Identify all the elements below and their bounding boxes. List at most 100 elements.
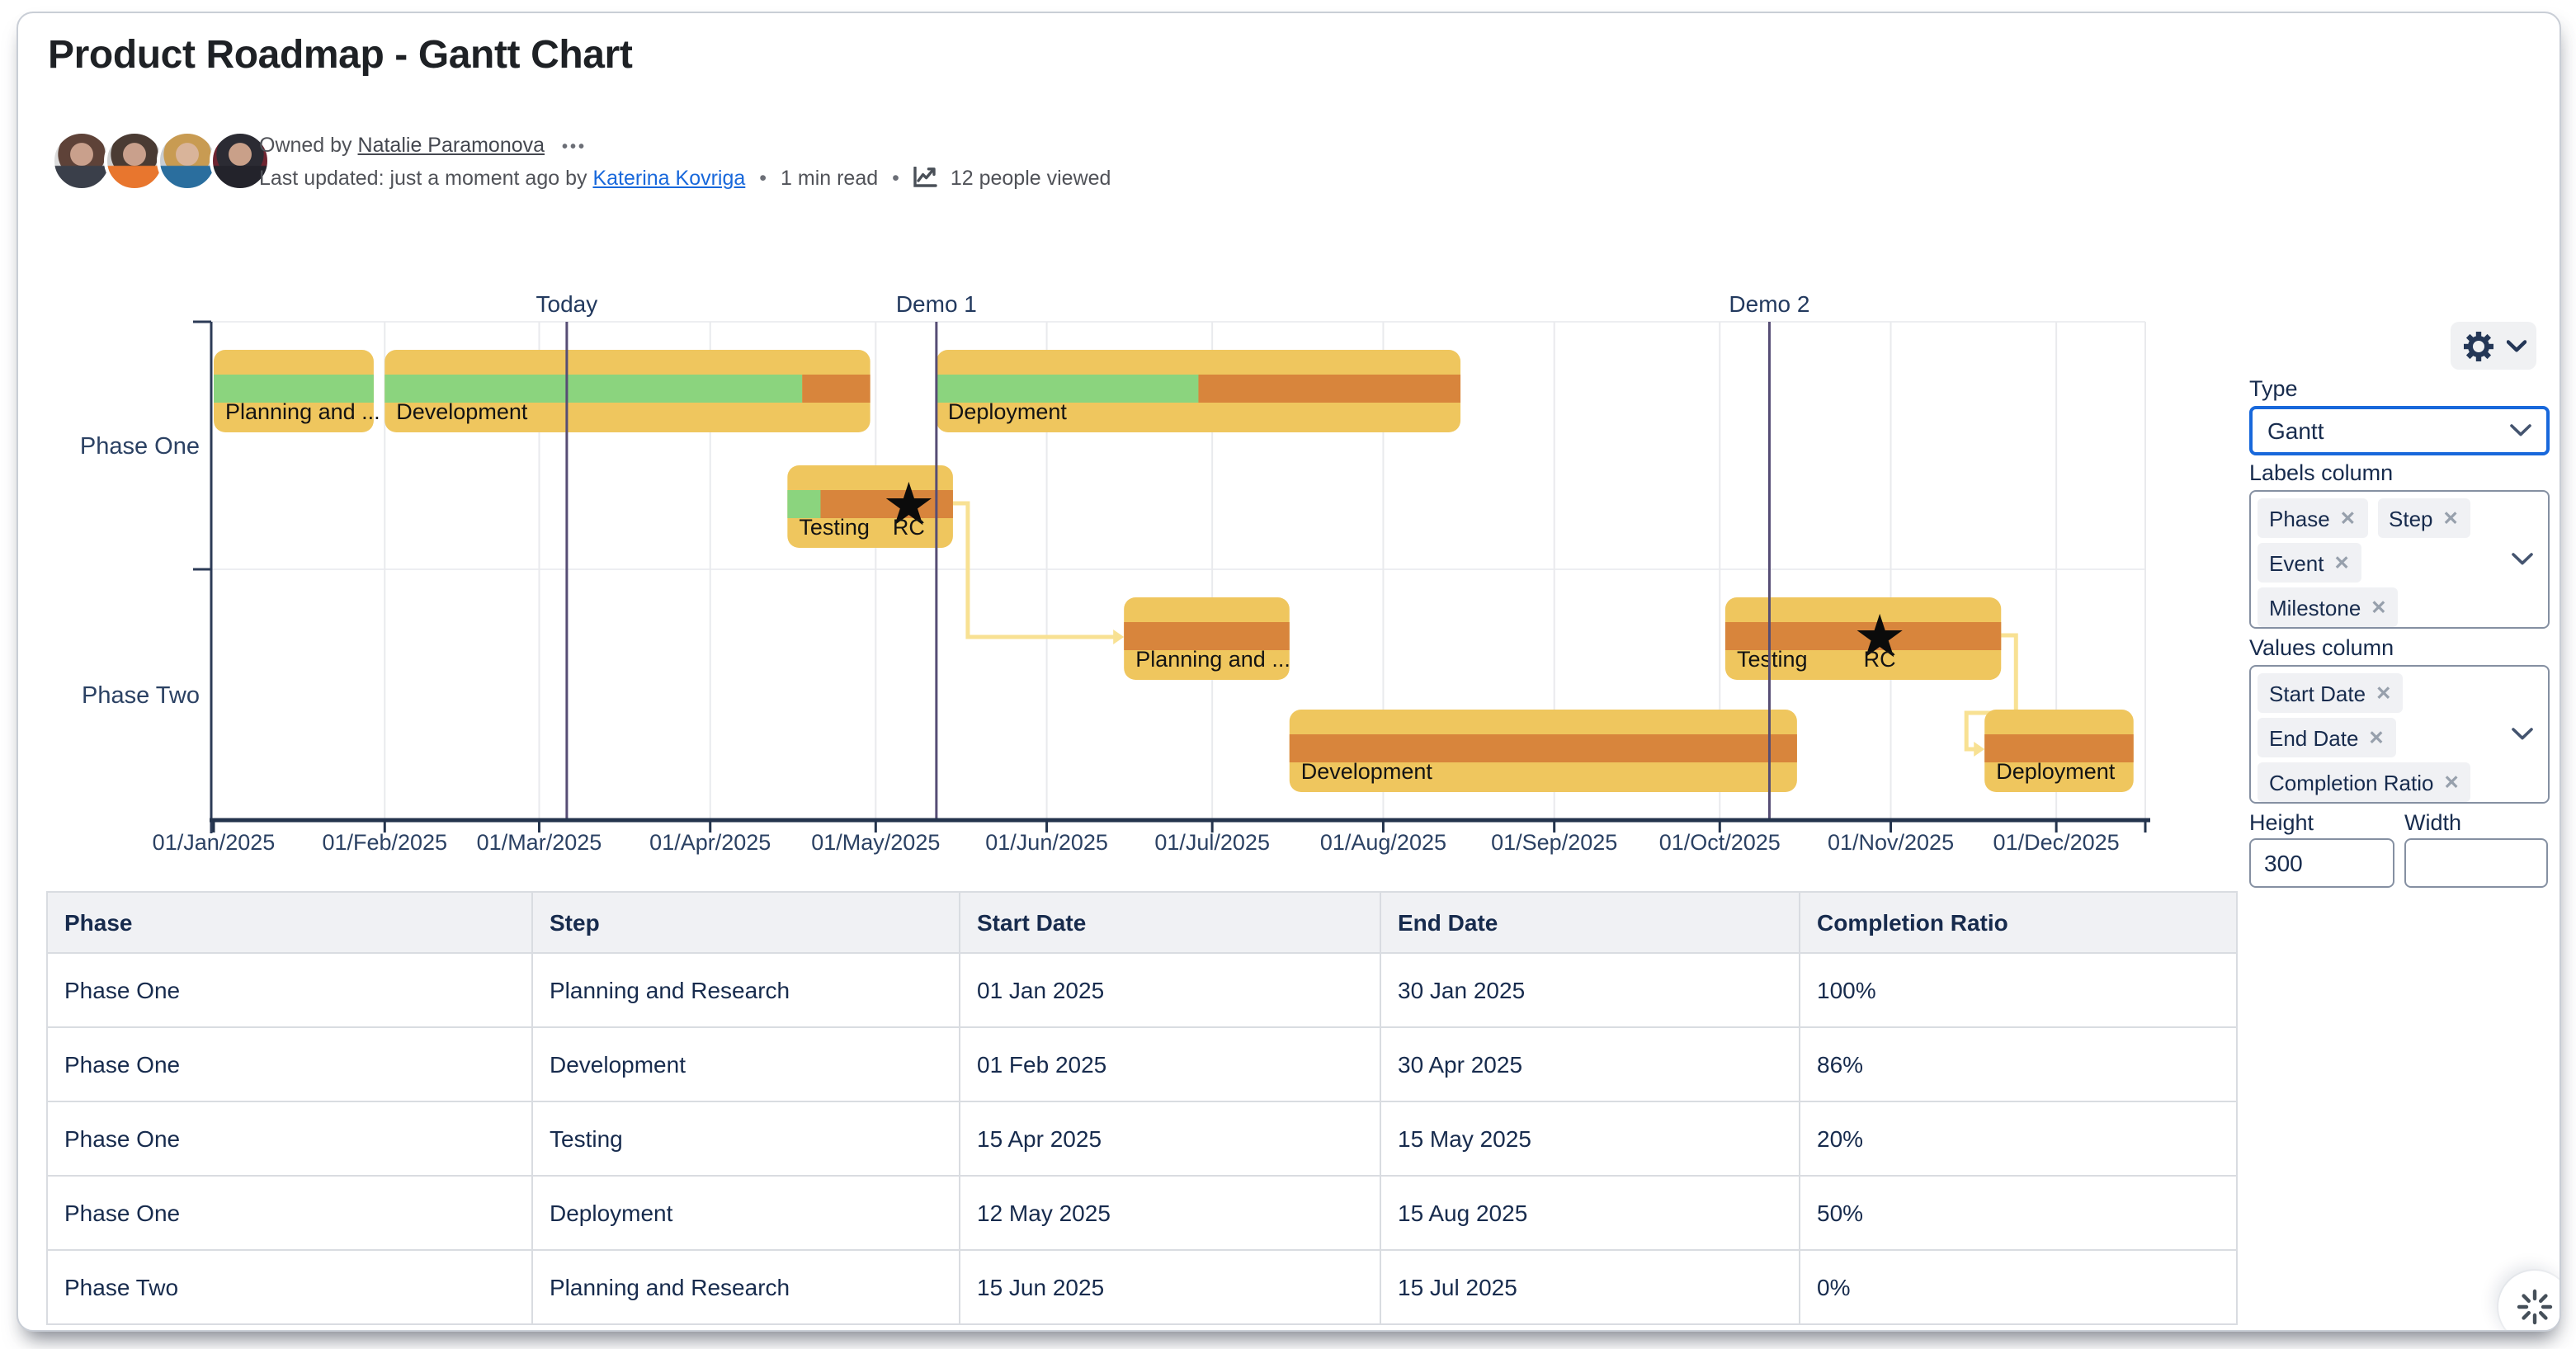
labels-column-label: Labels column xyxy=(2249,460,2394,485)
event-label: Demo 2 xyxy=(1729,291,1809,317)
table-row: Phase Two Planning and Research 15 Jun 202… xyxy=(46,1249,2238,1325)
tag-label: Completion Ratio xyxy=(2269,770,2434,795)
connector-arrowhead-icon xyxy=(1113,630,1125,644)
table-header-cell: Step xyxy=(531,891,960,954)
remove-tag-icon[interactable]: ✕ xyxy=(2443,774,2460,794)
values-column-label: Values column xyxy=(2249,635,2394,660)
gantt-bar-development[interactable]: Development xyxy=(1289,710,1797,792)
gantt-bar-planning-and-research[interactable]: Planning and ... xyxy=(1124,597,1290,680)
x-axis-label: 01/Jul/2025 xyxy=(1154,830,1270,855)
x-axis-label: 01/Nov/2025 xyxy=(1828,830,1954,855)
connector-arrowhead-icon xyxy=(1974,742,1985,757)
table-header-cell: Start Date xyxy=(959,891,1381,954)
table-cell: 15 Jul 2025 xyxy=(1380,1249,1800,1325)
dependency-connector xyxy=(952,501,1115,639)
tag-label: Event xyxy=(2269,550,2324,575)
bar-label: Testing xyxy=(799,515,870,540)
x-axis-label: 01/Aug/2025 xyxy=(1320,830,1446,855)
bar-label: Deployment xyxy=(1996,759,2116,784)
people-viewed[interactable]: 12 people viewed xyxy=(950,167,1111,190)
x-axis-label: 01/Oct/2025 xyxy=(1659,830,1781,855)
remove-tag-icon[interactable]: ✕ xyxy=(2375,685,2392,705)
labels-column-select[interactable]: Phase ✕ Step ✕ Event ✕ Milestone ✕ xyxy=(2249,490,2550,629)
type-label: Type xyxy=(2249,376,2298,401)
updater-link[interactable]: Katerina Kovriga xyxy=(592,167,746,190)
avatar[interactable] xyxy=(210,130,271,191)
remove-tag-icon[interactable]: ✕ xyxy=(2442,510,2459,530)
more-menu-icon[interactable]: ••• xyxy=(562,139,587,157)
gantt-bar-deployment[interactable]: Deployment xyxy=(1984,710,2134,792)
gantt-bar-deployment[interactable]: Deployment xyxy=(936,350,1461,432)
x-axis-label: 01/May/2025 xyxy=(811,830,940,855)
tag-label: Phase xyxy=(2269,506,2330,531)
width-label: Width xyxy=(2404,810,2462,835)
table-cell: 01 Jan 2025 xyxy=(959,952,1381,1028)
tag-start-date: Start Date ✕ xyxy=(2258,673,2404,713)
phase-label: Phase One xyxy=(80,433,200,460)
x-axis-label: 01/Mar/2025 xyxy=(477,830,602,855)
table-cell: 30 Apr 2025 xyxy=(1380,1026,1800,1102)
confluence-page-card: Product Roadmap - Gantt Chart Owned by N… xyxy=(17,12,2561,1332)
x-axis-label: 01/Feb/2025 xyxy=(322,830,447,855)
collapse-button[interactable] xyxy=(2498,1271,2559,1330)
avatar-group[interactable] xyxy=(51,130,271,191)
avatar[interactable] xyxy=(104,130,165,191)
table-cell: 01 Feb 2025 xyxy=(959,1026,1381,1102)
owner-line: Owned by Natalie Paramonova ••• xyxy=(259,130,1111,163)
tag-label: Milestone xyxy=(2269,595,2361,620)
bar-label: Development xyxy=(396,399,528,424)
chart-settings-button[interactable] xyxy=(2451,322,2536,370)
remove-tag-icon[interactable]: ✕ xyxy=(2371,599,2387,619)
updated-line: Last updated: just a moment ago by Kater… xyxy=(259,163,1111,198)
table-cell: 15 Aug 2025 xyxy=(1380,1175,1800,1251)
remove-tag-icon[interactable]: ✕ xyxy=(2368,729,2385,749)
type-select[interactable]: Gantt xyxy=(2249,406,2550,455)
gear-icon xyxy=(2463,331,2493,361)
table-header-cell: Completion Ratio xyxy=(1799,891,2238,954)
table-cell: Phase One xyxy=(46,952,533,1028)
owner-link[interactable]: Natalie Paramonova xyxy=(357,134,545,157)
milestone-star-icon: ★ xyxy=(1853,604,1907,670)
x-axis-label: 01/Dec/2025 xyxy=(1993,830,2120,855)
gantt-bar-testing[interactable]: Testing ★RC xyxy=(787,465,953,548)
table-cell: 100% xyxy=(1799,952,2238,1028)
values-column-select[interactable]: Start Date ✕ End Date ✕ Completion Ratio ✕ xyxy=(2249,665,2550,804)
chevron-down-icon xyxy=(2512,728,2533,740)
table-cell: 20% xyxy=(1799,1101,2238,1177)
table-header-row: Phase Step Start Date End Date Completion Ra… xyxy=(46,891,2238,954)
table-cell: Phase One xyxy=(46,1175,533,1251)
gantt-bar-planning-and-research[interactable]: Planning and ... xyxy=(214,350,380,432)
x-axis-label: 01/Jan/2025 xyxy=(153,830,276,855)
gantt-bar-development[interactable]: Development xyxy=(385,350,870,432)
table-cell: Development xyxy=(531,1026,960,1102)
chevron-down-icon xyxy=(2512,553,2533,565)
phase-label: Phase Two xyxy=(82,682,200,709)
table-cell: Phase One xyxy=(46,1026,533,1102)
avatar[interactable] xyxy=(157,130,218,191)
gantt-bar-testing[interactable]: Testing ★RC xyxy=(1724,597,2002,680)
bar-label: Development xyxy=(1301,759,1433,784)
table-cell: 15 May 2025 xyxy=(1380,1101,1800,1177)
table-row: Phase One Testing 15 Apr 2025 15 May 2025 20… xyxy=(46,1101,2238,1177)
height-label: Height xyxy=(2249,810,2314,835)
height-input[interactable] xyxy=(2249,838,2394,888)
width-input[interactable] xyxy=(2404,838,2548,888)
milestone-star-icon: ★ xyxy=(882,472,936,538)
table-cell: 0% xyxy=(1799,1249,2238,1325)
table-cell: Phase Two xyxy=(46,1249,533,1325)
table-cell: Deployment xyxy=(531,1175,960,1251)
table-cell: 86% xyxy=(1799,1026,2238,1102)
table-cell: Testing xyxy=(531,1101,960,1177)
tag-label: End Date xyxy=(2269,725,2359,750)
remove-tag-icon[interactable]: ✕ xyxy=(2333,554,2350,574)
type-select-value: Gantt xyxy=(2267,417,2324,444)
table-cell: 15 Jun 2025 xyxy=(959,1249,1381,1325)
bar-label: Planning and ... xyxy=(1135,647,1290,672)
milestone-label: RC xyxy=(1864,647,1896,672)
last-updated-label: Last updated: just a moment ago by xyxy=(259,167,587,190)
remove-tag-icon[interactable]: ✕ xyxy=(2339,510,2357,530)
tag-completion-ratio: Completion Ratio ✕ xyxy=(2258,762,2471,802)
byline: Owned by Natalie Paramonova ••• Last upd… xyxy=(259,130,1111,198)
